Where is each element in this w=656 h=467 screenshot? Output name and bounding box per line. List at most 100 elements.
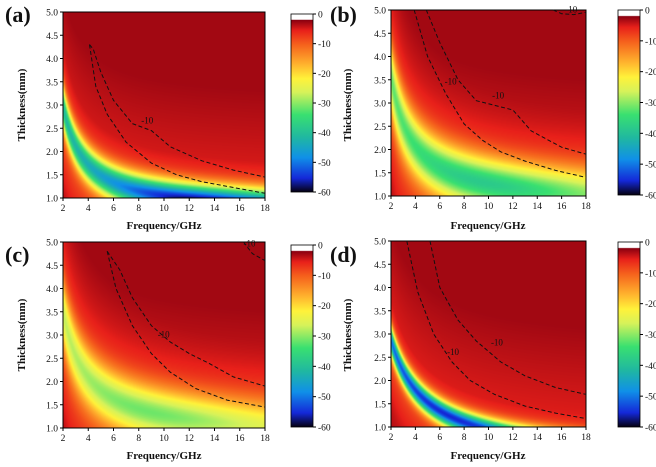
- y-tick-label: 1.5: [46, 171, 58, 181]
- y-tick-label: 4.0: [374, 284, 386, 294]
- x-ticks-b: 2 4 6 8 10 12 14 16 18: [389, 196, 591, 212]
- panel-tag-b: (b): [330, 2, 357, 27]
- contour-upper-d: [429, 240, 587, 395]
- y-tick-label: 2.5: [46, 125, 58, 135]
- y-tick-label: 5.0: [374, 238, 386, 248]
- colorbar-tick-label: -40: [645, 362, 656, 372]
- panel-tag-a: (a): [5, 2, 31, 27]
- y-tick-label: 3.0: [374, 100, 386, 110]
- y-tick-label: 2.0: [374, 377, 386, 387]
- x-tick-label: 8: [462, 433, 467, 443]
- colorbar-ticks-c: 0 -10 -20 -30 -40 -50 -60: [313, 242, 331, 434]
- colorbar-b: 0 -10 -20 -30 -40 -50 -60: [617, 7, 656, 202]
- x-tick-label: 16: [557, 202, 567, 212]
- colorbar-tick-label: -50: [645, 161, 656, 171]
- colorbar-tick-label: -60: [645, 192, 656, 202]
- colorbar-tick-label: -10: [645, 269, 656, 279]
- y-tick-label: 3.5: [374, 76, 386, 86]
- x-tick-label: 16: [557, 433, 567, 443]
- x-tick-label: 4: [413, 202, 418, 212]
- y-tick-label: 2.0: [46, 378, 58, 388]
- colorbar-tick-label: -60: [318, 189, 331, 199]
- y-tick-label: 5.0: [46, 239, 58, 249]
- x-tick-label: 12: [508, 202, 518, 212]
- panel-b: -10 -10 -10 2 4 6 8 10 12 14 16 18 1.0 1.5 2.0 2.5 3.0…: [330, 2, 656, 232]
- colorbar-tick-label: -30: [645, 331, 656, 341]
- y-tick-label: 1.0: [374, 193, 386, 203]
- x-axis-label-d: Frequency/GHz: [451, 450, 526, 462]
- colorbar-ticks-d: 0 -10 -20 -30 -40 -50 -60: [640, 239, 656, 434]
- x-tick-label: 10: [484, 433, 494, 443]
- x-tick-label: 4: [413, 433, 418, 443]
- colorbar-tick-label: -10: [318, 40, 331, 50]
- contours-a: -10: [89, 44, 266, 194]
- colorbar-d: 0 -10 -20 -30 -40 -50 -60: [617, 239, 656, 434]
- contour-lower-b: [413, 9, 587, 178]
- panel-a: -10 2 4 6 8 10 12 14 16 18 1.0 1.5 2.0 2.5 3.0 3.5 4.0…: [5, 2, 331, 232]
- y-axis-label-d: Thickness(mm): [342, 298, 354, 371]
- heatmap-a: [63, 12, 265, 198]
- x-tick-label: 12: [185, 204, 195, 214]
- x-tick-label: 16: [235, 204, 245, 214]
- y-tick-label: 4.5: [46, 32, 58, 42]
- contours-d: -10 -10: [406, 240, 587, 420]
- x-tick-label: 4: [86, 434, 91, 444]
- y-axis-label-a: Thickness(mm): [16, 68, 28, 141]
- y-ticks-d: 1.0 1.5 2.0 2.5 3.0 3.5 4.0 4.5 5.0: [374, 238, 391, 434]
- y-tick-label: 1.5: [374, 400, 386, 410]
- x-tick-label: 8: [136, 204, 141, 214]
- y-tick-label: 3.0: [46, 102, 58, 112]
- y-tick-label: 4.0: [374, 53, 386, 63]
- colorbar-tick-label: -40: [318, 363, 331, 373]
- x-tick-label: 14: [533, 433, 543, 443]
- x-tick-label: 14: [533, 202, 543, 212]
- colorbar-tick-label: -30: [318, 100, 331, 110]
- x-tick-label: 18: [260, 434, 270, 444]
- colorbar-tick-label: -30: [318, 333, 331, 343]
- contour-label-d: -10: [491, 338, 503, 348]
- y-tick-label: 3.5: [374, 307, 386, 317]
- x-tick-label: 12: [185, 434, 195, 444]
- y-tick-label: 4.5: [374, 30, 386, 40]
- contour-label-a: -10: [141, 116, 153, 126]
- contour-extra-c: [243, 241, 266, 262]
- x-tick-label: 14: [210, 204, 220, 214]
- x-tick-label: 12: [508, 433, 518, 443]
- colorbar-tick-label: -60: [318, 424, 331, 434]
- y-tick-label: 2.0: [374, 146, 386, 156]
- contour-label-c: -10: [158, 329, 170, 339]
- contour-lower-c: [106, 251, 266, 408]
- y-axis-label-b: Thickness(mm): [342, 68, 354, 141]
- contours-b: -10 -10 -10: [413, 4, 587, 178]
- x-tick-label: 10: [159, 204, 169, 214]
- y-tick-label: 4.0: [46, 55, 58, 65]
- colorbar-tick-label: 0: [645, 239, 650, 249]
- colorbar-tick-label: -20: [645, 68, 656, 78]
- contour-upper-c: [106, 251, 266, 387]
- x-axis-label-a: Frequency/GHz: [127, 220, 202, 232]
- x-tick-label: 8: [462, 202, 467, 212]
- x-ticks-d: 2 4 6 8 10 12 14 16 18: [389, 427, 591, 443]
- contour-lower-d: [406, 240, 587, 420]
- y-tick-label: 1.5: [374, 169, 386, 179]
- contour-label-2-b: -10: [492, 90, 504, 100]
- x-tick-label: 4: [86, 204, 91, 214]
- y-tick-label: 1.5: [46, 401, 58, 411]
- y-tick-label: 3.5: [46, 308, 58, 318]
- x-ticks-c: 2 4 6 8 10 12 14 16 18: [61, 428, 270, 444]
- colorbar-gradient-d: [617, 241, 641, 428]
- panel-tag-c: (c): [5, 242, 29, 267]
- colorbar-tick-label: -10: [318, 272, 331, 282]
- y-tick-label: 3.0: [374, 331, 386, 341]
- y-ticks-b: 1.0 1.5 2.0 2.5 3.0 3.5 4.0 4.5 5.0: [374, 7, 391, 203]
- colorbar-gradient-a: [290, 13, 314, 193]
- x-tick-label: 8: [136, 434, 141, 444]
- y-tick-label: 5.0: [374, 7, 386, 17]
- colorbar-a: 0 -10 -20 -30 -40 -50 -60: [290, 11, 331, 199]
- y-tick-label: 2.5: [374, 123, 386, 133]
- x-tick-label: 18: [260, 204, 270, 214]
- colorbar-tick-label: -50: [318, 393, 331, 403]
- heatmap-b: [391, 10, 586, 196]
- panel-tag-d: (d): [330, 242, 357, 267]
